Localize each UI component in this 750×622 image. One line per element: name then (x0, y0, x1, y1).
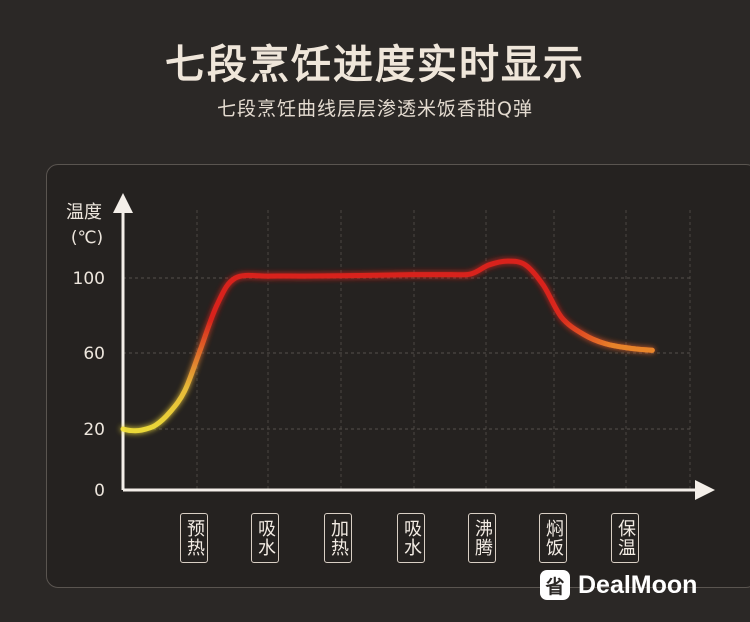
x-axis-arrow (695, 480, 715, 500)
stage-label-7: 保温 (611, 513, 639, 563)
stage-label-5: 沸腾 (468, 513, 496, 563)
stage-label-6: 焖饭 (539, 513, 567, 563)
y-tick-label-60: 60 (83, 344, 105, 364)
chart-grid (123, 210, 691, 490)
page-title: 七段烹饪进度实时显示 (165, 42, 585, 88)
y-axis-label: 温度 (℃) (66, 202, 103, 248)
y-tick-label-20: 20 (83, 420, 105, 440)
stage-label-4: 吸水 (397, 513, 425, 563)
chart-axes (113, 193, 715, 500)
y-tick-label-0: 0 (94, 481, 105, 501)
stage-label-3: 加热 (324, 513, 352, 563)
temperature-curve (120, 258, 655, 434)
dealmoon-logo-icon: 省 (540, 570, 570, 600)
stage-label-1: 预热 (180, 513, 208, 563)
stage-label-2: 吸水 (251, 513, 279, 563)
temperature-line-tail (120, 258, 655, 434)
y-axis-label-line1: 温度 (66, 202, 102, 223)
y-axis-label-line2: (℃) (71, 228, 103, 248)
page-subtitle: 七段烹饪曲线层层渗透米饭香甜Q弹 (217, 98, 533, 120)
y-tick-labels: 0 20 60 100 (73, 269, 105, 501)
brand-watermark: 省 DealMoon (540, 570, 697, 600)
y-tick-label-100: 100 (73, 269, 105, 289)
y-axis-arrow (113, 193, 133, 213)
brand-name: DealMoon (578, 570, 698, 599)
chart-panel (46, 164, 750, 588)
